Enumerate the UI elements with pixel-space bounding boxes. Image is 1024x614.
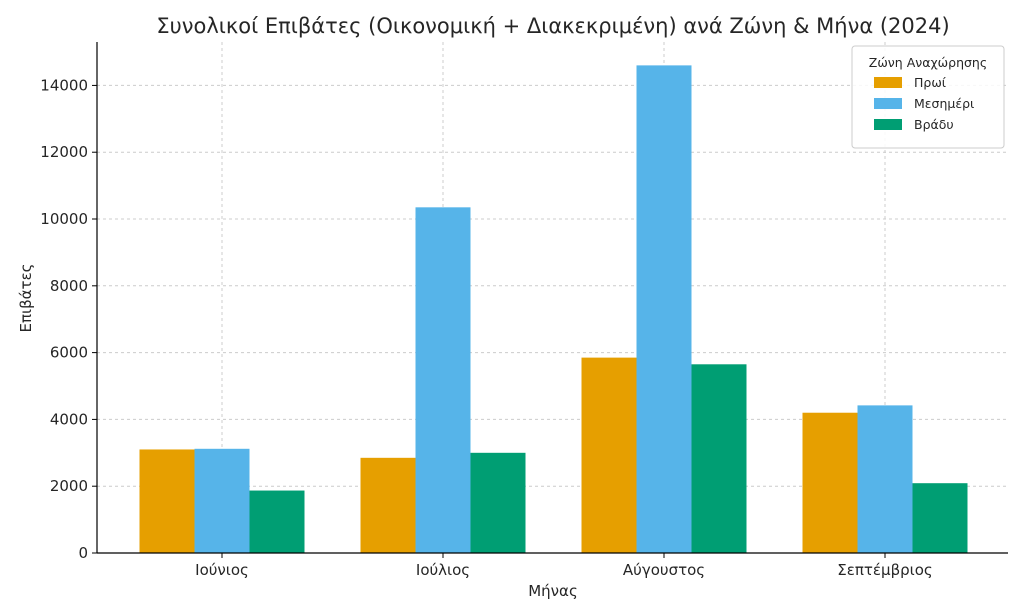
legend-title: Ζώνη Αναχώρησης xyxy=(869,55,987,70)
y-tick-label: 14000 xyxy=(40,76,88,94)
bar xyxy=(636,65,692,553)
bar xyxy=(802,412,858,553)
bar xyxy=(139,449,195,553)
legend-label: Πρωί xyxy=(914,75,947,90)
bar xyxy=(912,483,968,553)
legend-swatch xyxy=(874,98,902,109)
bars-layer xyxy=(139,65,968,553)
chart-title: Συνολικοί Επιβάτες (Οικονομική + Διακεκρ… xyxy=(156,14,949,38)
y-tick-label: 6000 xyxy=(50,344,88,362)
y-tick-label: 12000 xyxy=(40,143,88,161)
bar xyxy=(581,357,637,553)
legend-swatch xyxy=(874,77,902,88)
bar xyxy=(691,364,747,553)
bar xyxy=(470,452,526,553)
legend-items: Πρωί Μεσημέρι Βράδυ xyxy=(874,75,974,132)
x-tick-label: Ιούνιος xyxy=(195,561,249,579)
y-axis-label: Επιβάτες xyxy=(17,264,35,333)
bar xyxy=(249,490,305,553)
legend-swatch xyxy=(874,119,902,130)
x-axis-label: Μήνας xyxy=(528,582,578,600)
y-tick-label: 4000 xyxy=(50,410,88,428)
y-tick-label: 8000 xyxy=(50,277,88,295)
bar xyxy=(194,448,250,553)
x-tick-label: Ιούλιος xyxy=(416,561,470,579)
legend: Ζώνη Αναχώρησης Πρωί Μεσημέρι Βράδυ xyxy=(851,45,1005,149)
y-tick-label: 0 xyxy=(78,544,88,562)
y-tick-label: 2000 xyxy=(50,477,88,495)
bar xyxy=(415,207,471,553)
bar xyxy=(857,405,913,553)
x-tick-label: Αύγουστος xyxy=(623,561,705,579)
legend-label: Βράδυ xyxy=(914,117,954,132)
y-tick-label: 10000 xyxy=(40,210,88,228)
bar xyxy=(360,457,416,553)
legend-label: Μεσημέρι xyxy=(914,96,974,111)
x-tick-label: Σεπτέμβριος xyxy=(837,561,932,579)
axes-layer: 0 2000 4000 6000 8000 10000 12000 14000 Ιούνιος Ι… xyxy=(40,42,1008,579)
